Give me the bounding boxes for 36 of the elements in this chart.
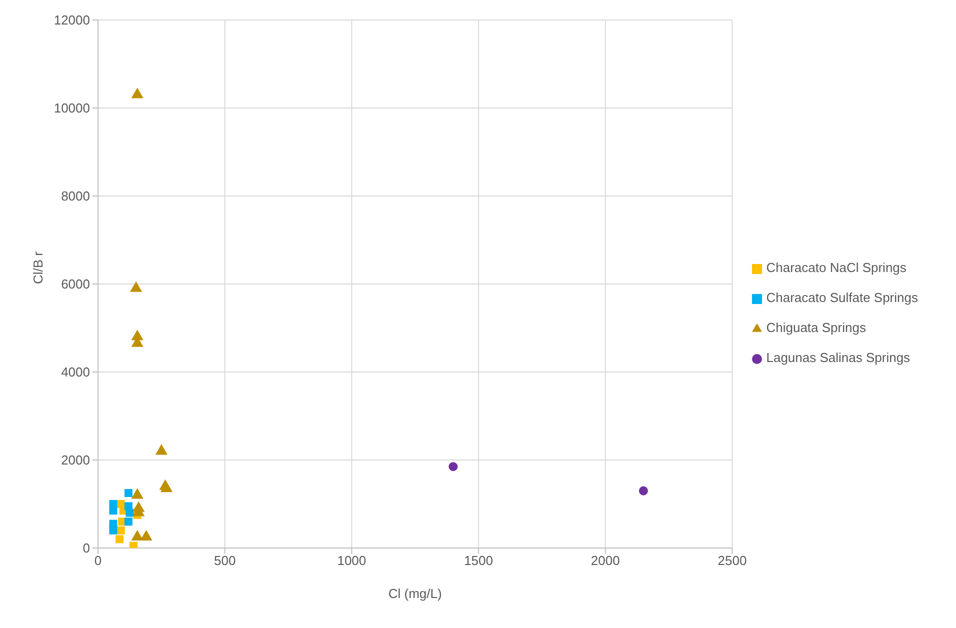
x-tick-label: 2000 <box>590 553 620 568</box>
point <box>116 535 124 544</box>
x-tick-label: 1500 <box>464 553 493 568</box>
y-tick-label: 4000 <box>61 364 90 380</box>
x-tick-label: 2500 <box>718 553 747 568</box>
point <box>159 479 172 490</box>
x-tick-label: 500 <box>214 553 236 568</box>
point <box>131 530 144 541</box>
point <box>130 281 142 292</box>
point <box>448 462 458 472</box>
point <box>109 506 118 515</box>
point <box>131 88 144 98</box>
point <box>131 488 144 499</box>
x-tick-label: 0 <box>94 553 102 568</box>
y-tick-label: 2000 <box>61 452 90 468</box>
point <box>126 508 134 517</box>
y-tick-label: 6000 <box>61 276 90 292</box>
legend-label: Lagunas Salinas Springs <box>766 350 910 365</box>
x-axis-title: Cl (mg/L) <box>388 586 442 601</box>
legend-label: Characato NaCl Springs <box>766 260 906 275</box>
x-tick-label: 1000 <box>337 553 366 568</box>
point <box>155 444 168 455</box>
y-tick-label: 10000 <box>54 100 90 116</box>
y-axis-title: Cl/B r <box>30 250 46 284</box>
y-tick-label: 12000 <box>54 12 90 28</box>
point <box>124 489 132 497</box>
point <box>638 486 648 496</box>
y-tick-label: 8000 <box>61 188 90 204</box>
point <box>109 526 118 534</box>
point <box>140 530 152 541</box>
point <box>124 518 132 526</box>
point <box>130 542 138 548</box>
legend-label: Characato Sulfate Springs <box>766 290 918 305</box>
legend-label: Chiguata Springs <box>766 320 866 335</box>
y-tick-label: 0 <box>82 540 90 556</box>
point <box>116 526 125 534</box>
